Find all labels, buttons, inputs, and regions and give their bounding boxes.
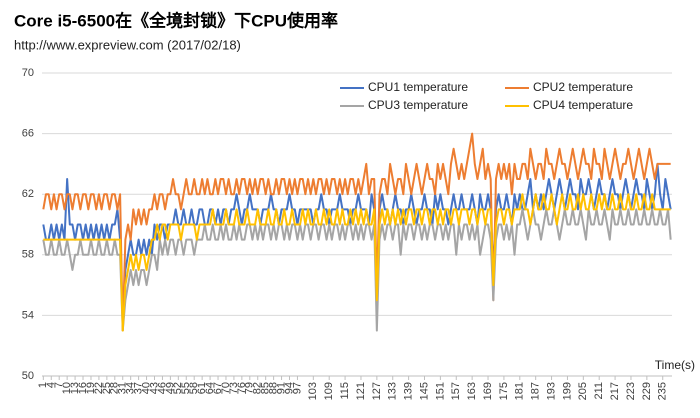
x-tick-label: 175	[498, 382, 510, 400]
x-tick-label: 37	[133, 382, 145, 394]
x-tick-label: 4	[45, 382, 57, 388]
x-tick-label: 40	[140, 382, 152, 394]
x-tick-label: 22	[93, 382, 105, 394]
x-tick-label: 34	[125, 382, 137, 394]
y-tick-label: 54	[22, 309, 34, 321]
x-tick-label: 55	[180, 382, 192, 394]
legend-label: CPU1 temperature	[368, 80, 468, 94]
legend-label: CPU4 temperature	[533, 98, 633, 112]
x-tick-label: 109	[323, 382, 335, 400]
x-tick-label: 97	[291, 382, 303, 394]
x-tick-label: 43	[148, 382, 160, 394]
y-tick-label: 58	[22, 249, 34, 261]
legend-label: CPU3 temperature	[368, 98, 468, 112]
x-tick-label: 127	[371, 382, 383, 400]
x-tick-label: 76	[236, 382, 248, 394]
x-tick-label: 199	[561, 382, 573, 400]
x-tick-label: 115	[339, 382, 351, 400]
x-tick-label: 235	[657, 382, 669, 400]
x-tick-label: 46	[156, 382, 168, 394]
y-tick-label: 70	[22, 67, 34, 79]
x-tick-label: 61	[196, 382, 208, 394]
x-tick-label: 151	[434, 382, 446, 400]
x-tick-label: 79	[244, 382, 256, 394]
x-tick-label: 67	[212, 382, 224, 394]
x-tick-label: 85	[260, 382, 272, 394]
x-tick-label: 88	[268, 382, 280, 394]
series-line	[42, 162, 672, 317]
x-tick-label: 58	[188, 382, 200, 394]
x-tick-label: 49	[164, 382, 176, 394]
x-tick-label: 145	[418, 382, 430, 400]
chart-subtitle: http://www.expreview.com (2017/02/18)	[14, 37, 241, 52]
x-tick-label: 73	[228, 382, 240, 394]
x-axis-label: Time(s)	[655, 358, 695, 372]
x-tick-label: 157	[450, 382, 462, 400]
x-tick-label: 217	[609, 382, 621, 400]
x-tick-label: 91	[275, 382, 287, 394]
x-tick-label: 28	[109, 382, 121, 394]
x-tick-label: 1	[37, 382, 49, 388]
series-line	[42, 132, 671, 332]
x-tick-label: 121	[355, 382, 367, 400]
x-tick-label: 133	[387, 382, 399, 400]
x-tick-label: 70	[220, 382, 232, 394]
series-line	[43, 193, 671, 332]
x-tick-label: 223	[625, 382, 637, 400]
y-tick-label: 66	[22, 128, 34, 140]
x-tick-label: 31	[117, 382, 129, 394]
x-tick-label: 169	[482, 382, 494, 400]
x-tick-label: 13	[69, 382, 81, 394]
series-line	[42, 208, 672, 332]
y-tick-label: 62	[22, 188, 34, 200]
x-tick-label: 103	[307, 382, 319, 400]
y-tick-label: 50	[22, 370, 34, 382]
x-tick-label: 16	[77, 382, 89, 394]
x-tick-label: 25	[101, 382, 113, 394]
x-tick-label: 193	[545, 382, 557, 400]
x-tick-label: 64	[204, 382, 216, 394]
x-tick-label: 163	[466, 382, 478, 400]
x-tick-label: 82	[252, 382, 264, 394]
x-tick-label: 211	[593, 382, 605, 400]
x-tick-label: 181	[514, 382, 526, 400]
x-tick-label: 94	[283, 382, 295, 394]
x-tick-label: 7	[53, 382, 65, 388]
x-tick-label: 187	[530, 382, 542, 400]
x-tick-label: 52	[172, 382, 184, 394]
x-tick-label: 19	[85, 382, 97, 394]
x-tick-label: 139	[403, 382, 415, 400]
chart-title: Core i5-6500在《全境封锁》下CPU使用率	[14, 10, 338, 30]
x-tick-label: 205	[577, 382, 589, 400]
legend-label: CPU2 temperature	[533, 80, 633, 94]
x-tick-label: 229	[641, 382, 653, 400]
x-tick-label: 10	[61, 382, 73, 394]
